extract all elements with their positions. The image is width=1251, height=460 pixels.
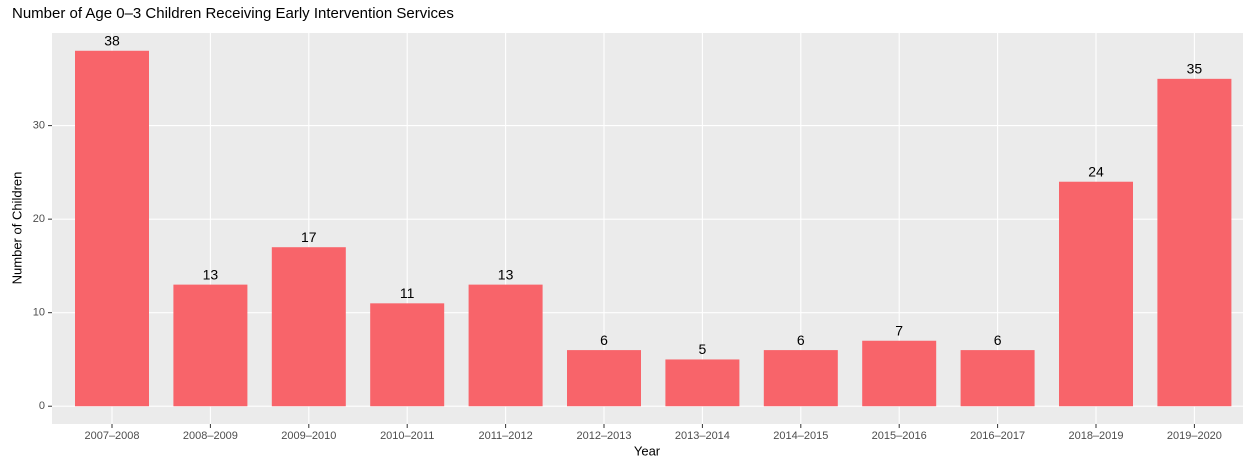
x-tick-label: 2015–2016 xyxy=(872,430,927,442)
x-tick-label: 2009–2010 xyxy=(281,430,336,442)
x-tick-label: 2016–2017 xyxy=(970,430,1025,442)
data-label: 11 xyxy=(400,285,415,301)
data-label: 5 xyxy=(699,341,707,357)
data-label: 38 xyxy=(104,32,120,48)
data-label: 7 xyxy=(895,322,903,338)
data-label: 6 xyxy=(994,332,1002,348)
data-label: 6 xyxy=(600,332,608,348)
data-label: 6 xyxy=(797,332,805,348)
bar xyxy=(75,50,149,407)
chart-title: Number of Age 0–3 Children Receiving Ear… xyxy=(12,5,454,22)
bar xyxy=(665,359,740,407)
y-axis-label: Number of Children xyxy=(9,172,24,285)
y-tick-label: 10 xyxy=(33,307,45,319)
y-tick-label: 0 xyxy=(39,400,45,412)
bar xyxy=(370,303,445,407)
x-tick-label: 2012–2013 xyxy=(576,430,631,442)
data-label: 13 xyxy=(203,266,219,282)
x-tick-label: 2011–2012 xyxy=(478,430,532,442)
data-label: 24 xyxy=(1088,163,1104,179)
data-label: 35 xyxy=(1187,61,1203,77)
bar xyxy=(1157,78,1232,407)
bar xyxy=(960,350,1035,407)
y-tick-label: 20 xyxy=(33,213,45,225)
x-tick-label: 2018–2019 xyxy=(1068,430,1123,442)
panel xyxy=(52,33,1243,424)
data-label: 13 xyxy=(498,266,514,282)
bar xyxy=(862,340,937,407)
x-tick-label: 2007–2008 xyxy=(84,430,139,442)
bar xyxy=(1059,181,1133,407)
x-tick-label: 2010–2011 xyxy=(380,430,434,442)
bar xyxy=(173,284,248,407)
bar xyxy=(468,284,543,407)
x-axis-label: Year xyxy=(634,443,661,458)
x-tick-label: 2013–2014 xyxy=(675,430,730,442)
y-tick-label: 30 xyxy=(33,120,45,132)
x-tick-label: 2014–2015 xyxy=(773,430,828,442)
x-tick-label: 2019–2020 xyxy=(1167,430,1222,442)
bar xyxy=(567,350,641,407)
x-tick-label: 2008–2009 xyxy=(183,430,238,442)
bar xyxy=(271,247,346,407)
bar xyxy=(763,350,838,407)
data-label: 17 xyxy=(301,229,317,245)
